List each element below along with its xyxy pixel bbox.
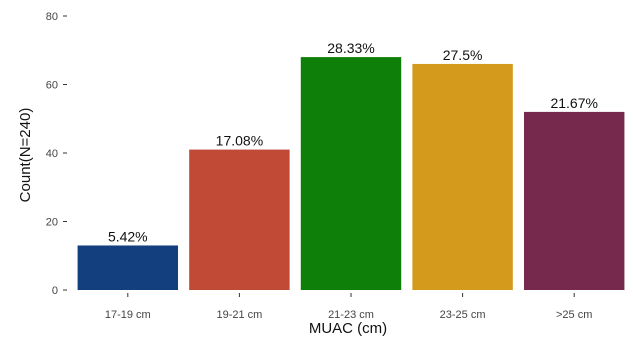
bar-value-label: 27.5% xyxy=(443,47,483,63)
x-axis-title: MUAC (cm) xyxy=(309,320,387,337)
x-tick-label: 19-21 cm xyxy=(216,309,262,321)
x-tick-label: 21-23 cm xyxy=(328,309,374,321)
y-tick-label: 80 xyxy=(46,11,58,23)
x-tick-label: 17-19 cm xyxy=(105,309,151,321)
y-tick-label: 60 xyxy=(46,80,58,92)
bar-labels: 5.42% 17.08% 28.33% 27.5% 21.67% xyxy=(108,40,598,244)
x-tick-label: 23-25 cm xyxy=(440,309,486,321)
bars xyxy=(77,57,625,291)
bar xyxy=(189,149,290,290)
y-axis-title: Count(N=240) xyxy=(17,108,34,203)
bar xyxy=(77,245,179,290)
bar xyxy=(300,57,402,290)
y-tick-label: 20 xyxy=(46,217,58,229)
y-axis: 0 20 40 60 80 xyxy=(46,11,67,297)
bar-value-label: 5.42% xyxy=(108,228,148,244)
y-tick-label: 0 xyxy=(52,285,58,297)
bar-value-label: 17.08% xyxy=(216,133,263,149)
bar-value-label: 28.33% xyxy=(327,40,374,56)
bar xyxy=(412,63,513,291)
y-tick-label: 40 xyxy=(46,148,58,160)
x-tick-label: >25 cm xyxy=(556,309,592,321)
bar-value-label: 21.67% xyxy=(550,95,597,111)
bar xyxy=(523,111,625,291)
x-axis: 17-19 cm 19-21 cm 21-23 cm 23-25 cm >25 cm xyxy=(105,293,592,321)
